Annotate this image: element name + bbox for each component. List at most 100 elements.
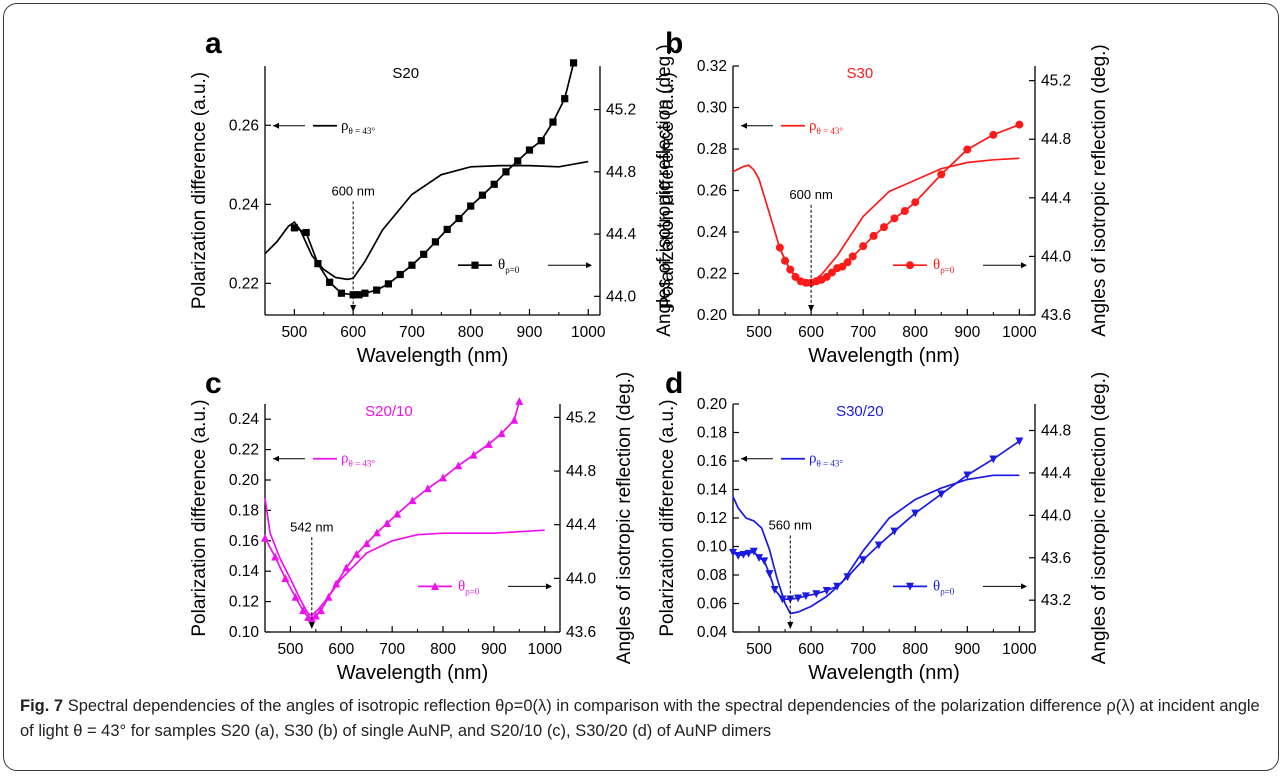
theta-marker bbox=[1015, 437, 1024, 446]
panel-title: S20/10 bbox=[365, 403, 413, 420]
theta-marker bbox=[561, 95, 569, 103]
annotation-label: 560 nm bbox=[769, 517, 812, 532]
y2-tick-label: 45.2 bbox=[566, 409, 596, 426]
theta-marker bbox=[311, 611, 320, 620]
theta-marker bbox=[791, 272, 800, 281]
rho-legend-label: ρθ = 43° bbox=[809, 118, 843, 136]
theta-marker bbox=[261, 533, 269, 542]
theta-marker bbox=[760, 557, 769, 566]
y2-tick-label: 44.4 bbox=[606, 226, 637, 243]
rho-legend-label: ρθ = 43° bbox=[341, 451, 375, 469]
theta-marker bbox=[355, 291, 363, 299]
theta-marker bbox=[911, 509, 920, 518]
y-axis-label: Polarization difference (a.u.) bbox=[657, 72, 678, 309]
x-tick-label: 500 bbox=[746, 641, 772, 658]
y-tick-label: 0.22 bbox=[697, 266, 727, 283]
y-tick-label: 0.04 bbox=[697, 624, 728, 641]
theta-marker bbox=[515, 397, 524, 405]
theta-series-line bbox=[779, 123, 1020, 284]
theta-marker bbox=[326, 278, 334, 286]
theta-marker bbox=[291, 592, 300, 601]
y-tick-label: 0.16 bbox=[697, 453, 727, 470]
x-tick-label: 1000 bbox=[1002, 324, 1037, 341]
y2-tick-label: 44.8 bbox=[606, 164, 636, 181]
theta-marker bbox=[1015, 120, 1024, 129]
y-tick-label: 0.06 bbox=[697, 596, 727, 613]
y-axis-label: Polarization difference (a.u.) bbox=[189, 72, 210, 309]
y-tick-label: 0.12 bbox=[229, 594, 259, 611]
y-tick-label: 0.14 bbox=[697, 482, 728, 499]
theta-marker bbox=[989, 455, 998, 464]
y2-tick-label: 44.8 bbox=[566, 463, 596, 480]
y-tick-label: 0.28 bbox=[697, 141, 727, 158]
y2-tick-label: 43.6 bbox=[1041, 307, 1071, 324]
x-tick-label: 600 bbox=[798, 641, 824, 658]
figure-caption: Fig. 7 Spectral dependencies of the angl… bbox=[20, 694, 1260, 744]
theta-marker bbox=[467, 202, 475, 210]
theta-marker bbox=[299, 606, 308, 615]
x-tick-label: 700 bbox=[850, 324, 876, 341]
panel-a: a 500 600 700 800 900 1000 0.22 0.24 0.26 44.0 44.4… bbox=[189, 27, 675, 367]
theta-legend-arrowhead bbox=[1021, 262, 1027, 269]
theta-marker bbox=[549, 118, 557, 126]
theta-marker bbox=[838, 262, 847, 271]
theta-marker bbox=[408, 496, 417, 505]
theta-marker bbox=[393, 509, 402, 518]
x-tick-label: 600 bbox=[328, 641, 354, 658]
theta-marker bbox=[900, 207, 909, 216]
theta-marker bbox=[880, 223, 888, 232]
theta-marker bbox=[822, 587, 831, 595]
y2-tick-label: 44.0 bbox=[566, 570, 597, 587]
theta-marker bbox=[431, 238, 440, 246]
annotation-arrow bbox=[808, 305, 815, 312]
caption-label: Fig. 7 bbox=[20, 697, 64, 715]
annotation-label: 600 nm bbox=[789, 187, 832, 202]
theta-marker bbox=[937, 170, 946, 179]
x-tick-label: 800 bbox=[458, 324, 484, 341]
theta-marker bbox=[812, 590, 821, 599]
x-tick-label: 600 bbox=[340, 324, 366, 341]
theta-marker bbox=[439, 473, 448, 482]
theta-marker bbox=[490, 180, 498, 188]
theta-marker bbox=[843, 573, 852, 582]
theta-marker bbox=[739, 550, 748, 559]
theta-marker bbox=[342, 563, 351, 572]
y2-tick-label: 44.8 bbox=[1041, 423, 1071, 440]
annotation-label: 542 nm bbox=[290, 519, 333, 534]
x-tick-label: 500 bbox=[281, 324, 307, 341]
theta-marker bbox=[271, 552, 280, 561]
annotation-label: 600 nm bbox=[331, 183, 374, 198]
theta-marker bbox=[332, 579, 341, 588]
y-tick-label: 0.24 bbox=[229, 411, 260, 428]
y-tick-label: 0.26 bbox=[229, 117, 259, 134]
y-tick-label: 0.10 bbox=[697, 539, 728, 556]
rho-series-line bbox=[732, 474, 1020, 615]
y2-axis-label: Angles of isotropic reflection (deg.) bbox=[1089, 372, 1110, 665]
x-tick-label: 1000 bbox=[1002, 641, 1037, 658]
theta-marker bbox=[569, 59, 578, 67]
x-tick-label: 500 bbox=[277, 641, 303, 658]
panel-title: S30/20 bbox=[836, 403, 884, 420]
theta-marker bbox=[337, 289, 346, 297]
theta-marker bbox=[786, 595, 795, 604]
theta-marker bbox=[848, 252, 857, 261]
x-axis-label: Wavelength (nm) bbox=[808, 662, 960, 684]
theta-marker bbox=[827, 268, 836, 277]
theta-marker bbox=[765, 570, 774, 578]
y2-tick-label: 44.8 bbox=[1041, 131, 1071, 148]
theta-marker bbox=[770, 585, 779, 594]
y2-tick-label: 44.4 bbox=[566, 517, 597, 534]
theta-marker bbox=[349, 291, 357, 299]
x-tick-label: 900 bbox=[517, 324, 543, 341]
figure-panels: a 500 600 700 800 900 1000 0.22 0.24 0.26 44.0 44.4… bbox=[189, 27, 1110, 684]
theta-marker bbox=[396, 270, 404, 279]
y2-tick-label: 45.2 bbox=[606, 102, 636, 119]
y-axis-label: Polarization difference (a.u.) bbox=[189, 399, 210, 636]
theta-marker bbox=[510, 415, 519, 424]
theta-marker bbox=[833, 582, 842, 591]
theta-legend-label: θρ=0 bbox=[498, 257, 520, 275]
panel-label: b bbox=[665, 27, 683, 60]
theta-marker bbox=[281, 574, 290, 582]
y-tick-label: 0.24 bbox=[229, 196, 260, 213]
theta-legend-label: θρ=0 bbox=[458, 578, 480, 596]
